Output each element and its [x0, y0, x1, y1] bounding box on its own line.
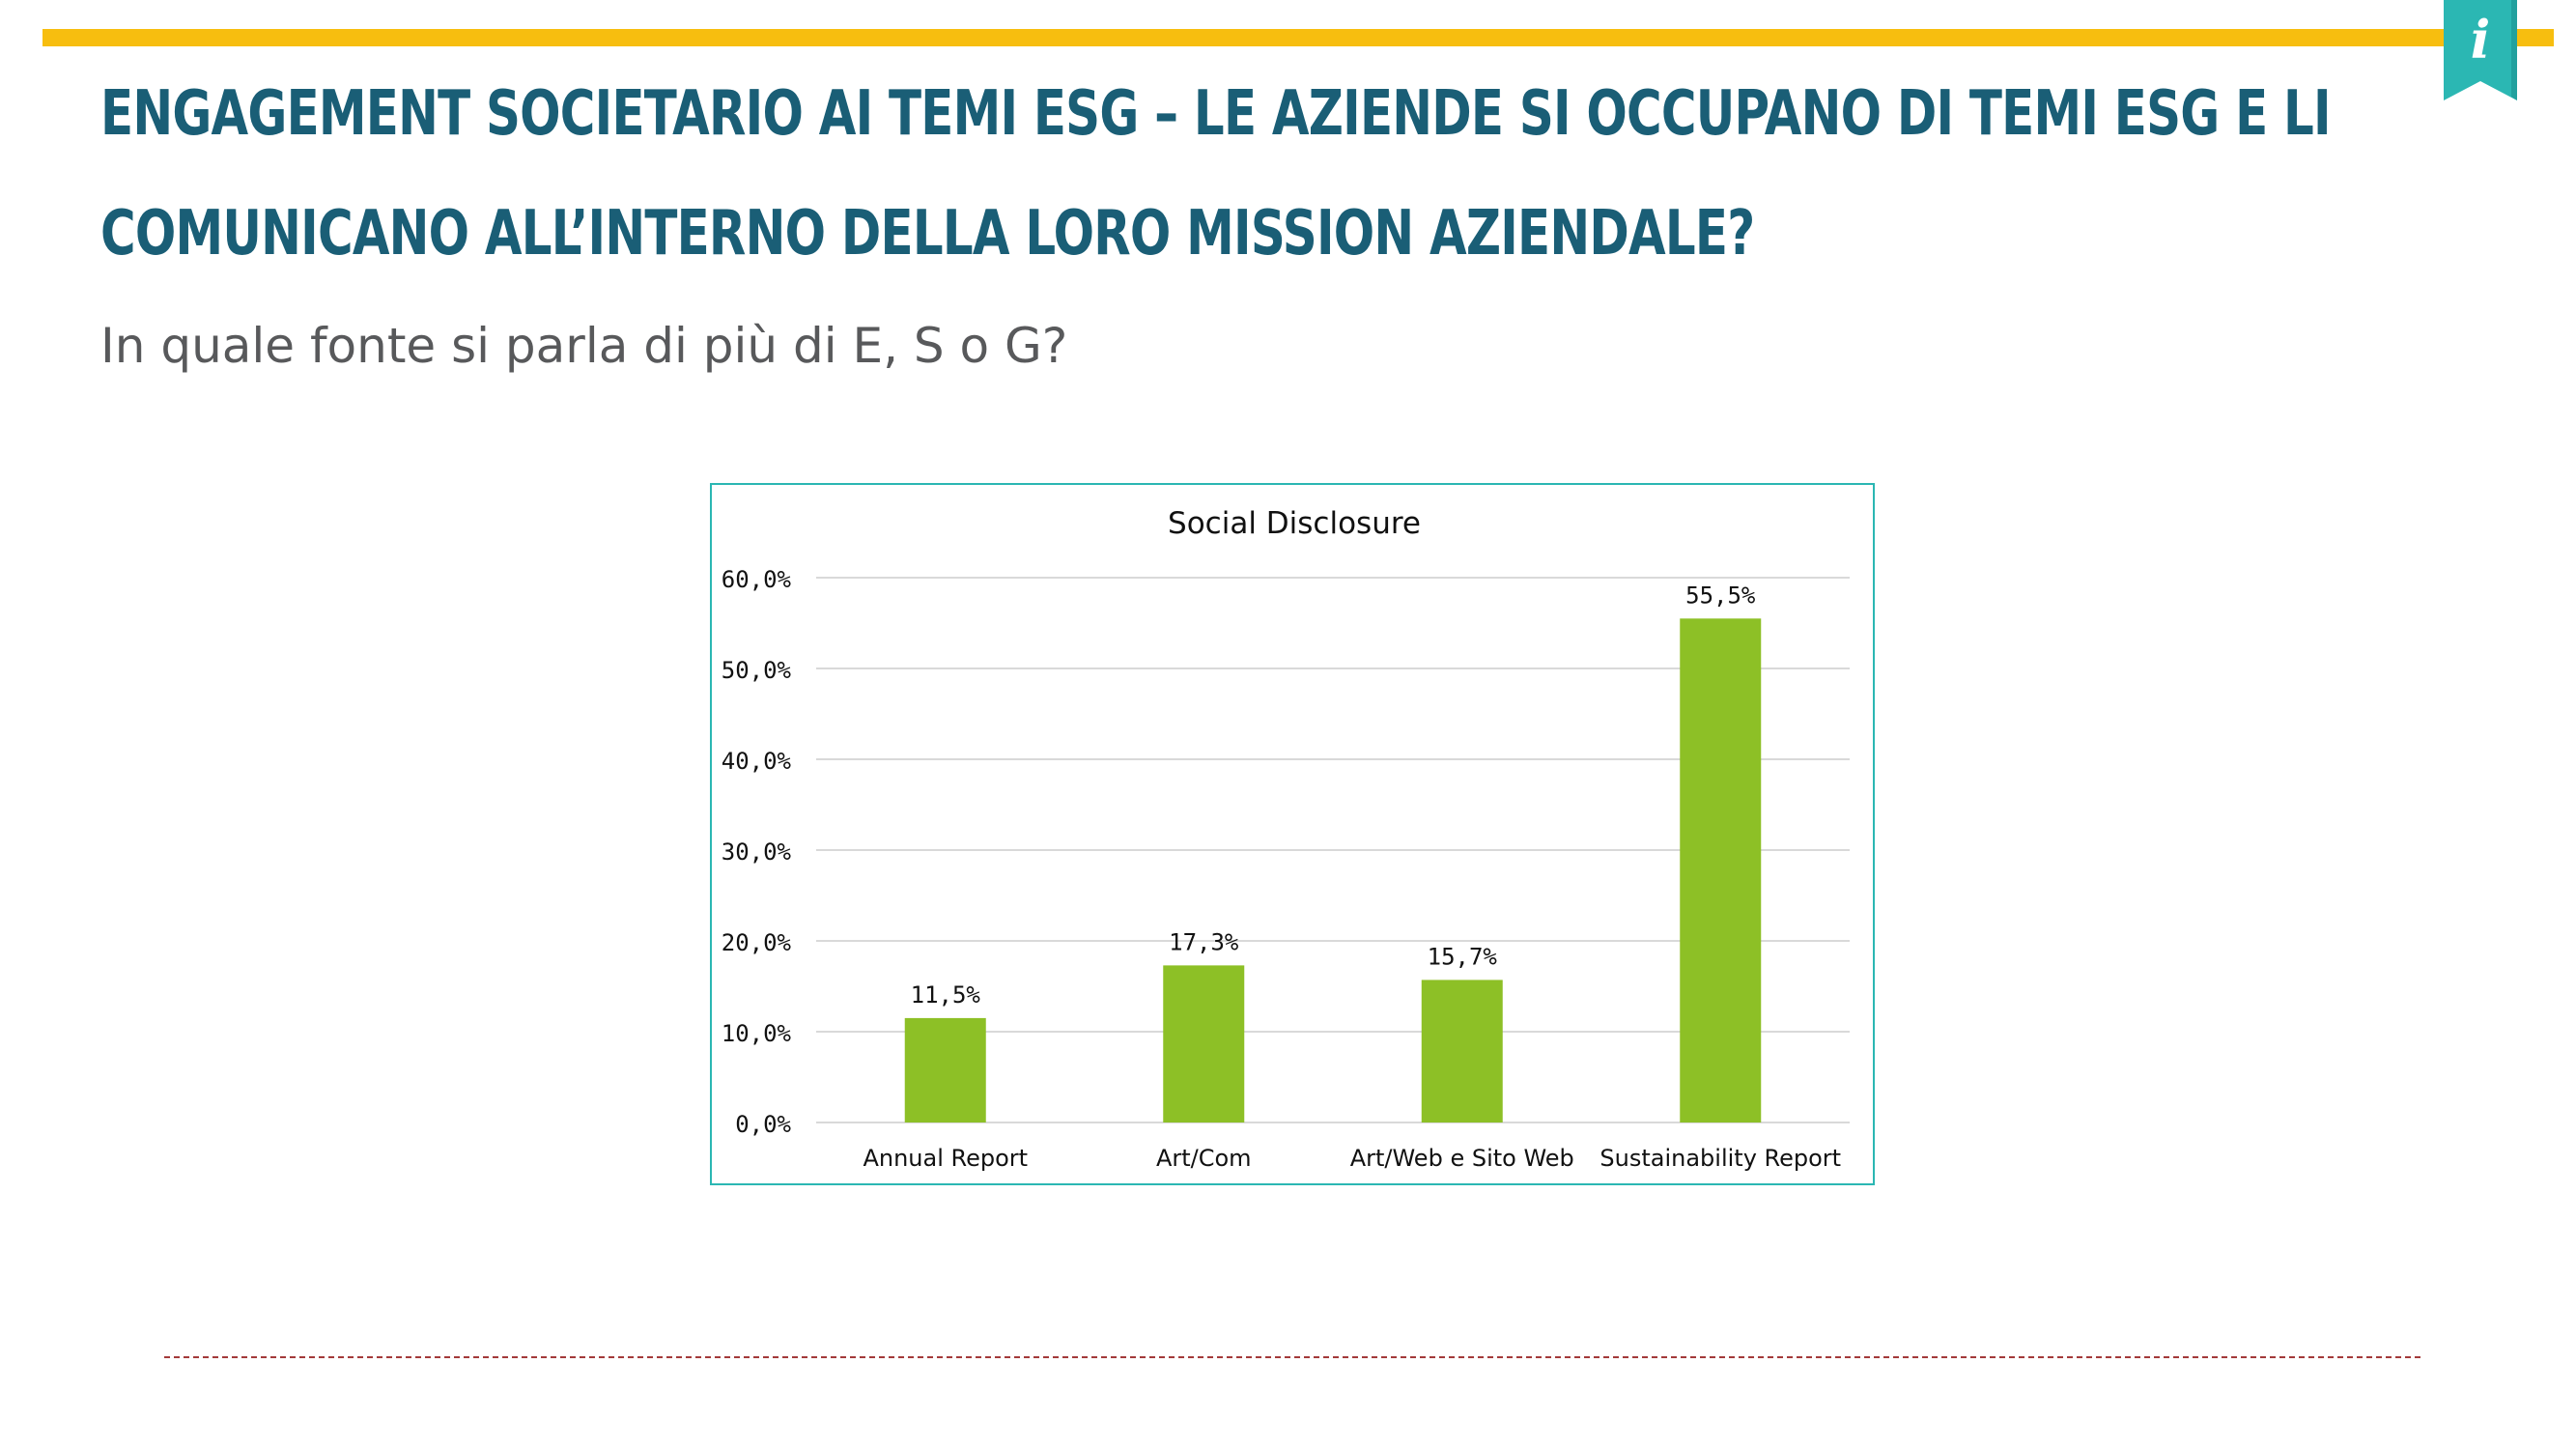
- x-tick-label: Annual Report: [863, 1145, 1028, 1172]
- y-tick-label: 50,0%: [722, 657, 792, 684]
- data-label: 17,3%: [1169, 928, 1239, 955]
- bar: [1680, 618, 1762, 1122]
- bar: [1421, 980, 1503, 1122]
- y-tick-label: 30,0%: [722, 838, 792, 866]
- divider-line: [164, 1356, 2420, 1358]
- x-tick-label: Art/Web e Sito Web: [1350, 1145, 1574, 1172]
- bar: [1163, 965, 1245, 1122]
- bar-chart: Social Disclosure 0,0% 10,0% 20,0% 30,0% 40,…: [722, 506, 1850, 1172]
- y-tick-label: 10,0%: [722, 1020, 792, 1047]
- info-badge[interactable]: i: [2444, 0, 2517, 100]
- data-label: 15,7%: [1428, 943, 1498, 970]
- info-glyph: i: [2471, 9, 2491, 71]
- y-axis-ticks: 0,0% 10,0% 20,0% 30,0% 40,0% 50,0% 60,0%: [722, 566, 792, 1138]
- chart-title: Social Disclosure: [1168, 506, 1421, 541]
- bars: [904, 618, 1762, 1122]
- data-label: 11,5%: [911, 981, 981, 1009]
- bar: [904, 1017, 986, 1122]
- y-tick-label: 60,0%: [722, 566, 792, 593]
- info-icon: i: [2444, 0, 2517, 100]
- x-tick-label: Art/Com: [1156, 1145, 1252, 1172]
- title-line-2: COMUNICANO ALL’INTERNO DELLA LORO MISSIO…: [100, 198, 1755, 270]
- title-line-1: ENGAGEMENT SOCIETARIO AI TEMI ESG – LE A…: [100, 78, 2332, 150]
- page-title: ENGAGEMENT SOCIETARIO AI TEMI ESG – LE A…: [100, 54, 2332, 294]
- y-tick-label: 40,0%: [722, 748, 792, 775]
- y-tick-label: 20,0%: [722, 929, 792, 956]
- x-tick-label: Sustainability Report: [1599, 1145, 1841, 1172]
- page-subtitle: In quale fonte si parla di più di E, S o…: [100, 318, 1068, 374]
- x-axis-ticks: Annual Report Art/Com Art/Web e Sito Web Su…: [863, 1145, 1841, 1172]
- y-tick-label: 0,0%: [735, 1111, 791, 1138]
- chart-frame: Social Disclosure 0,0% 10,0% 20,0% 30,0% 40,…: [710, 483, 1875, 1185]
- accent-bar: [42, 29, 2554, 46]
- data-label: 55,5%: [1685, 582, 1756, 609]
- gridlines: [816, 577, 1850, 1123]
- data-labels: 11,5% 17,3% 15,7% 55,5%: [911, 582, 1756, 1009]
